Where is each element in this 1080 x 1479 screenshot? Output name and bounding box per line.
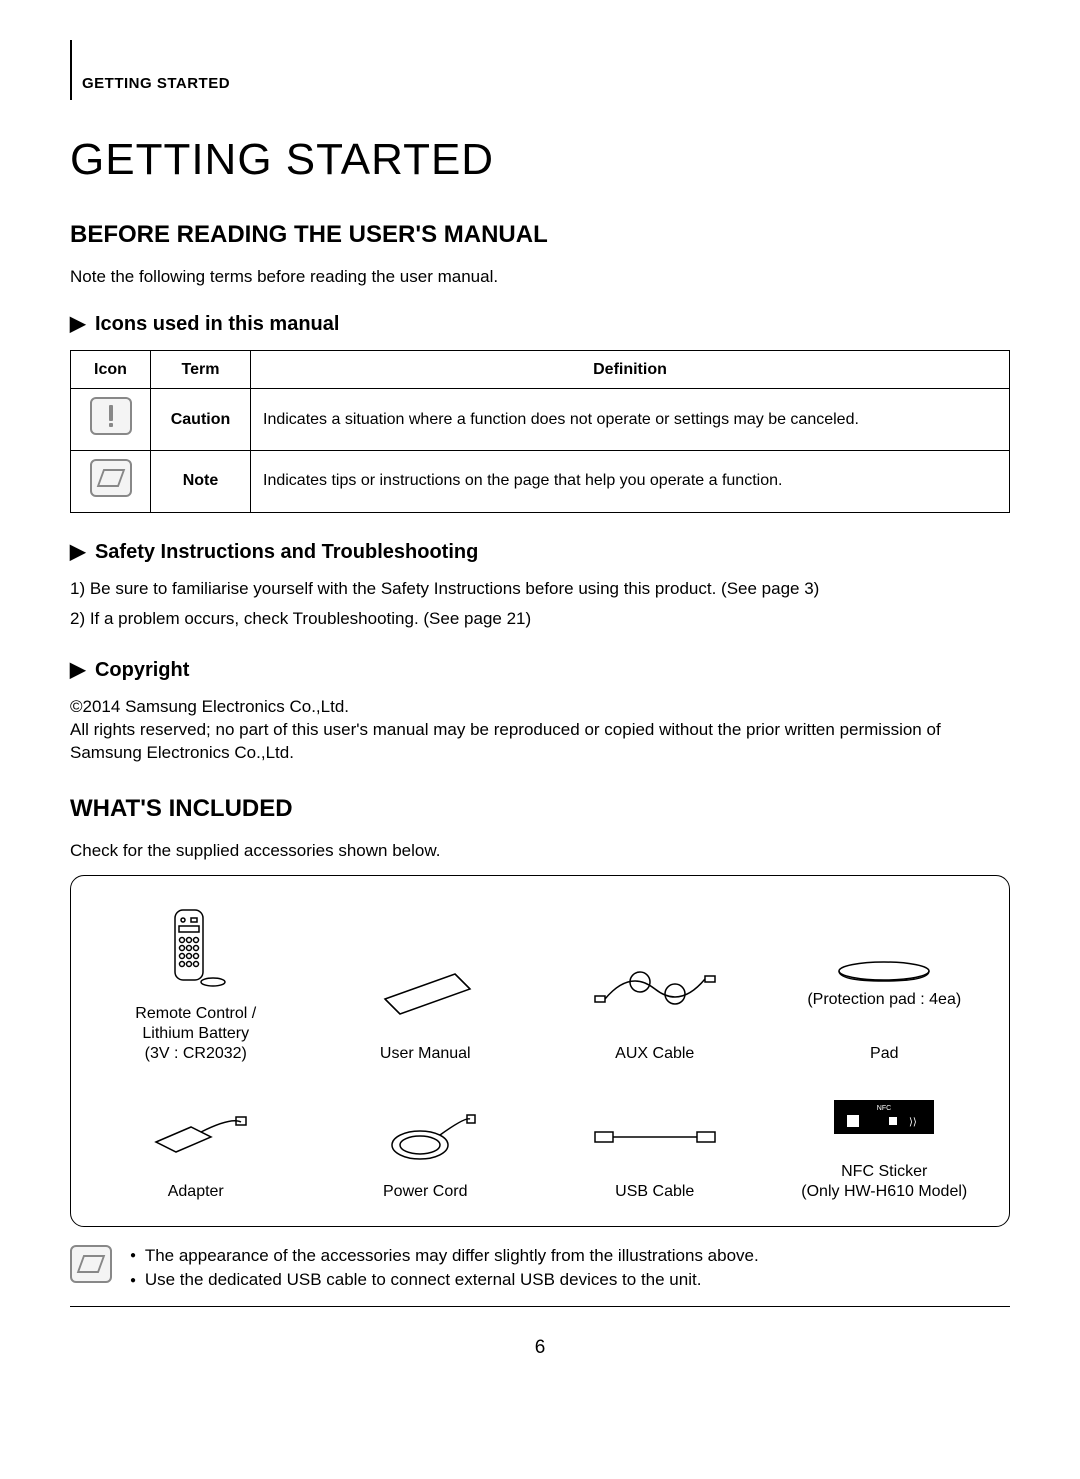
page-title: GETTING STARTED bbox=[70, 130, 1010, 189]
footer-note-list: The appearance of the accessories may di… bbox=[130, 1245, 759, 1295]
before-reading-intro: Note the following terms before reading … bbox=[70, 266, 1010, 289]
icons-used-heading: ▶ Icons used in this manual bbox=[70, 311, 1010, 338]
triangle-icon: ▶ bbox=[70, 541, 85, 563]
svg-text:NFC: NFC bbox=[877, 1105, 891, 1112]
acc-remote-label: Remote Control / Lithium Battery (3V : C… bbox=[135, 1004, 256, 1064]
adapter-icon bbox=[141, 1107, 251, 1167]
caution-icon bbox=[90, 397, 132, 435]
manual-icon bbox=[365, 954, 485, 1024]
accessories-panel: Remote Control / Lithium Battery (3V : C… bbox=[70, 875, 1010, 1227]
footer-note-block: The appearance of the accessories may di… bbox=[70, 1245, 1010, 1308]
acc-pad-note: (Protection pad : 4ea) bbox=[807, 989, 961, 1011]
note-icon bbox=[70, 1245, 112, 1283]
acc-manual: User Manual bbox=[311, 896, 541, 1074]
section-before-reading-heading: BEFORE READING THE USER'S MANUAL bbox=[70, 219, 1010, 251]
pad-icon bbox=[829, 959, 939, 989]
acc-nfc-label: NFC Sticker (Only HW-H610 Model) bbox=[801, 1162, 967, 1202]
acc-usb-label: USB Cable bbox=[615, 1182, 694, 1202]
acc-usb: USB Cable bbox=[540, 1074, 770, 1212]
icons-table: Icon Term Definition Caution Indicates a… bbox=[70, 350, 1010, 513]
safety-item-2: 2) If a problem occurs, check Troublesho… bbox=[70, 608, 1010, 631]
whats-included-heading: WHAT'S INCLUDED bbox=[70, 793, 1010, 825]
acc-aux-label: AUX Cable bbox=[615, 1044, 694, 1064]
footer-note-2: Use the dedicated USB cable to connect e… bbox=[130, 1269, 759, 1292]
icons-th-definition: Definition bbox=[251, 350, 1010, 389]
table-row: Caution Indicates a situation where a fu… bbox=[71, 389, 1010, 451]
note-icon bbox=[90, 459, 132, 497]
safety-item-1: 1) Be sure to familiarise yourself with … bbox=[70, 578, 1010, 601]
acc-manual-label: User Manual bbox=[380, 1044, 471, 1064]
caution-icon-cell bbox=[71, 389, 151, 451]
acc-nfc: NFC ⟩⟩ NFC Sticker (Only HW-H610 Model) bbox=[770, 1074, 1000, 1212]
acc-aux: AUX Cable bbox=[540, 896, 770, 1074]
nfc-sticker-icon: NFC ⟩⟩ bbox=[829, 1095, 939, 1139]
copyright-heading: ▶ Copyright bbox=[70, 657, 1010, 684]
page-number: 6 bbox=[70, 1335, 1010, 1361]
copyright-block: ©2014 Samsung Electronics Co.,Ltd. All r… bbox=[70, 696, 1010, 765]
acc-powercord: Power Cord bbox=[311, 1074, 541, 1212]
triangle-icon: ▶ bbox=[70, 659, 85, 681]
footer-note-1: The appearance of the accessories may di… bbox=[130, 1245, 759, 1268]
usb-cable-icon bbox=[590, 1122, 720, 1152]
note-definition: Indicates tips or instructions on the pa… bbox=[251, 450, 1010, 512]
acc-powercord-label: Power Cord bbox=[383, 1182, 467, 1202]
breadcrumb: GETTING STARTED bbox=[82, 74, 230, 94]
note-term: Note bbox=[151, 450, 251, 512]
power-cord-icon bbox=[370, 1107, 480, 1167]
remote-icon bbox=[161, 906, 231, 992]
safety-list: 1) Be sure to familiarise yourself with … bbox=[70, 578, 1010, 632]
accessories-row-1: Remote Control / Lithium Battery (3V : C… bbox=[81, 896, 999, 1074]
svg-text:⟩⟩: ⟩⟩ bbox=[909, 1117, 917, 1128]
triangle-icon: ▶ bbox=[70, 313, 85, 335]
note-icon-cell bbox=[71, 450, 151, 512]
page-header: GETTING STARTED bbox=[70, 40, 1010, 100]
icons-th-term: Term bbox=[151, 350, 251, 389]
acc-remote: Remote Control / Lithium Battery (3V : C… bbox=[81, 896, 311, 1074]
safety-heading: ▶ Safety Instructions and Troubleshootin… bbox=[70, 539, 1010, 566]
icons-th-icon: Icon bbox=[71, 350, 151, 389]
acc-pad-label: Pad bbox=[870, 1044, 898, 1064]
copyright-heading-text: Copyright bbox=[95, 659, 189, 681]
caution-term: Caution bbox=[151, 389, 251, 451]
whats-included-intro: Check for the supplied accessories shown… bbox=[70, 840, 1010, 863]
aux-cable-icon bbox=[590, 964, 720, 1014]
copyright-line-1: ©2014 Samsung Electronics Co.,Ltd. bbox=[70, 696, 1010, 719]
table-row: Note Indicates tips or instructions on t… bbox=[71, 450, 1010, 512]
caution-definition: Indicates a situation where a function d… bbox=[251, 389, 1010, 451]
copyright-line-2: All rights reserved; no part of this use… bbox=[70, 719, 1010, 765]
acc-adapter: Adapter bbox=[81, 1074, 311, 1212]
safety-heading-text: Safety Instructions and Troubleshooting bbox=[95, 541, 478, 563]
icons-used-heading-text: Icons used in this manual bbox=[95, 313, 340, 335]
acc-pad: (Protection pad : 4ea) Pad bbox=[770, 896, 1000, 1074]
accessories-row-2: Adapter Power Cord USB Ca bbox=[81, 1074, 999, 1212]
acc-adapter-label: Adapter bbox=[168, 1182, 224, 1202]
